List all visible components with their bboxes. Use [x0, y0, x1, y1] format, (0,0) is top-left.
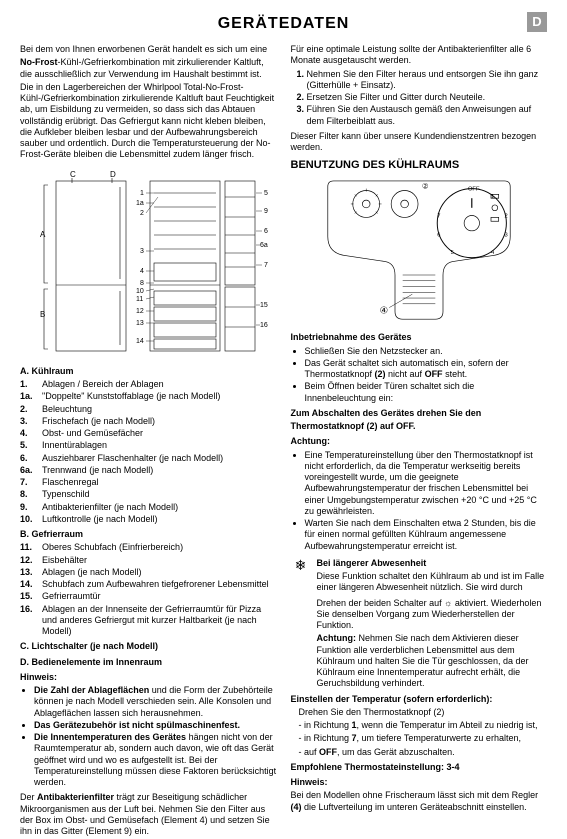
- columns: Bei dem von Ihnen erworbenen Gerät hande…: [20, 44, 547, 839]
- abwesenheit-rest: Drehen der beiden Schalter auf ☼ aktivie…: [317, 598, 548, 690]
- svg-text:15: 15: [260, 302, 268, 309]
- einstellen-l3: - auf OFF, um das Gerät abzuschalten.: [299, 747, 548, 758]
- svg-text:A: A: [40, 230, 46, 239]
- svg-text:1: 1: [140, 190, 144, 197]
- empfohlen-heading: Empfohlene Thermostateinstellung: 3-4: [291, 762, 548, 773]
- svg-text:11: 11: [136, 296, 143, 303]
- achtung-heading: Achtung:: [291, 436, 548, 447]
- svg-text:6: 6: [437, 233, 440, 239]
- svg-text:4: 4: [140, 268, 144, 275]
- intro-line-2: No-Frost-Kühl-/Gefrierkombination mit zi…: [20, 57, 277, 80]
- antibak-line: Der Antibakterienfilter trägt zur Beseit…: [20, 792, 277, 837]
- inbetrieb-heading: Inbetriebnahme des Gerätes: [291, 332, 548, 343]
- hinweis2-heading: Hinweis:: [291, 777, 548, 788]
- hinweis-list: Die Zahl der Ablageflächen und die Form …: [20, 685, 277, 788]
- snowflake-icon: ❄: [291, 558, 311, 596]
- einstellen-l2: - in Richtung 7, um tiefere Temperaturwe…: [299, 733, 548, 744]
- abschalten-line1: Zum Abschalten des Gerätes drehen Sie de…: [291, 408, 548, 419]
- filter-intro: Für eine optimale Leistung sollte der An…: [291, 44, 548, 67]
- svg-text:13: 13: [136, 320, 144, 327]
- abwesenheit-p1: Diese Funktion schaltet den Kühlraum ab …: [317, 571, 548, 594]
- control-panel-diagram: OFF 1 2 3 4 5 6 7 ② ④: [291, 179, 548, 326]
- abschalten-line2: Thermostatknopf (2) auf OFF.: [291, 421, 548, 432]
- svg-text:7: 7: [437, 213, 440, 219]
- section-b-heading: B. Gefrierraum: [20, 529, 277, 540]
- svg-text:OFF: OFF: [468, 187, 480, 193]
- section-a-heading: A. Kühlraum: [20, 366, 277, 377]
- svg-text:3: 3: [140, 248, 144, 255]
- section-d-heading: D. Bedienelemente im Innenraum: [20, 657, 277, 668]
- section-c-heading: C. Lichtschalter (je nach Modell): [20, 641, 277, 652]
- filter-after: Dieser Filter kann über unsere Kundendie…: [291, 131, 548, 154]
- svg-text:14: 14: [136, 338, 144, 345]
- einstellen-body: Drehen Sie den Thermostatknopf (2) - in …: [299, 707, 548, 758]
- svg-text:④: ④: [379, 305, 388, 316]
- achtung-list: Eine Temperatureinstellung über den Ther…: [291, 450, 548, 552]
- right-column: Für eine optimale Leistung sollte der An…: [291, 44, 548, 839]
- abwesenheit-p2: Drehen der beiden Schalter auf ☼ aktivie…: [317, 598, 548, 632]
- svg-text:6a: 6a: [260, 242, 268, 249]
- fridge-diagram: C D A B: [20, 167, 277, 360]
- svg-text:5: 5: [264, 190, 268, 197]
- svg-text:12: 12: [136, 308, 144, 315]
- title-row: GERÄTEDATEN D: [20, 14, 547, 34]
- einstellen-intro: Drehen Sie den Thermostatknopf (2): [299, 707, 548, 718]
- parts-list-a: 1.Ablagen / Bereich der Ablagen 1a."Dopp…: [20, 379, 277, 525]
- left-column: Bei dem von Ihnen erworbenen Gerät hande…: [20, 44, 277, 839]
- svg-text:D: D: [110, 170, 116, 179]
- svg-text:9: 9: [264, 208, 268, 215]
- hinweis-heading: Hinweis:: [20, 672, 277, 683]
- abwesenheit-block: ❄ Bei längerer Abwesenheit Diese Funktio…: [291, 558, 548, 596]
- hinweis2-body: Bei den Modellen ohne Frischeraum lässt …: [291, 790, 548, 813]
- svg-text:1a: 1a: [136, 200, 144, 207]
- svg-text:7: 7: [264, 262, 268, 269]
- svg-text:3: 3: [504, 233, 507, 239]
- svg-text:2: 2: [140, 210, 144, 217]
- filter-steps: Nehmen Sie den Filter heraus und entsorg…: [291, 69, 548, 127]
- svg-text:1: 1: [491, 194, 494, 200]
- abwesenheit-achtung: Achtung: Nehmen Sie nach dem Aktivieren …: [317, 633, 548, 689]
- intro-line-3: Die in den Lagerbereichen der Whirlpool …: [20, 82, 277, 161]
- svg-text:②: ②: [422, 182, 429, 191]
- svg-text:5: 5: [450, 250, 453, 256]
- einstellen-heading: Einstellen der Temperatur (sofern erford…: [291, 694, 548, 705]
- svg-text:10: 10: [136, 288, 144, 295]
- svg-text:8: 8: [140, 280, 144, 287]
- svg-text:2: 2: [504, 213, 507, 219]
- svg-text:16: 16: [260, 322, 268, 329]
- benutzung-heading: BENUTZUNG DES KÜHLRAUMS: [291, 159, 548, 173]
- svg-text:C: C: [70, 170, 76, 179]
- language-badge: D: [527, 12, 547, 32]
- einstellen-l1: - in Richtung 1, wenn die Temperatur im …: [299, 720, 548, 731]
- page-title: GERÄTEDATEN: [218, 14, 350, 34]
- svg-text:B: B: [40, 310, 45, 319]
- parts-list-b: 11.Oberes Schubfach (Einfrierbereich) 12…: [20, 542, 277, 637]
- intro-line-1: Bei dem von Ihnen erworbenen Gerät hande…: [20, 44, 277, 55]
- inbetrieb-list: Schließen Sie den Netzstecker an. Das Ge…: [291, 346, 548, 404]
- svg-text:6: 6: [264, 228, 268, 235]
- abwesenheit-heading: Bei längerer Abwesenheit: [317, 558, 548, 569]
